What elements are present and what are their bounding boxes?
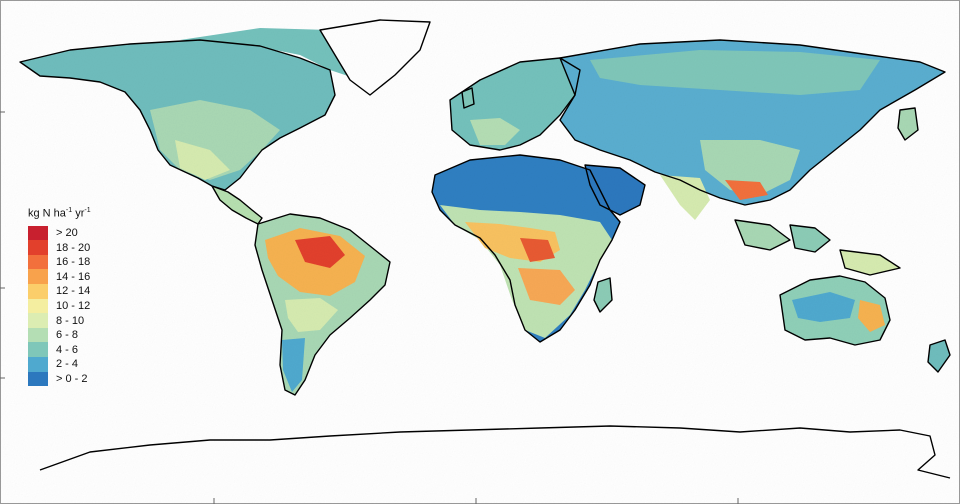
legend-swatch xyxy=(28,313,48,328)
legend-swatch xyxy=(28,342,48,357)
legend-label: 4 - 6 xyxy=(56,343,79,356)
legend-label: > 0 - 2 xyxy=(56,372,88,385)
legend-label: 18 - 20 xyxy=(56,241,91,254)
legend-title: kg N ha-1 yr-1 xyxy=(28,207,91,220)
legend-swatch xyxy=(28,298,48,314)
legend-class-2: 18 - 20 xyxy=(28,240,91,255)
legend-swatch xyxy=(28,284,48,299)
legend-class-7: 8 - 10 xyxy=(28,313,91,328)
legend-swatch xyxy=(28,254,48,270)
legend-class-5: 12 - 14 xyxy=(28,284,91,299)
legend-label: 8 - 10 xyxy=(56,314,85,327)
legend-label: 10 - 12 xyxy=(56,299,91,312)
legend-label: > 20 xyxy=(56,226,78,239)
legend-swatch xyxy=(28,240,48,255)
legend-label: 6 - 8 xyxy=(56,329,79,342)
legend-swatch xyxy=(28,269,48,285)
legend-label: 2 - 4 xyxy=(56,358,79,371)
legend-class-10: 2 - 4 xyxy=(28,357,91,372)
legend: kg N ha-1 yr-1 > 20 18 - 20 16 - 18 14 -… xyxy=(28,207,91,387)
legend-swatch xyxy=(28,357,48,372)
coastlines xyxy=(19,19,951,479)
legend-label: 16 - 18 xyxy=(56,256,91,269)
legend-label: 12 - 14 xyxy=(56,285,91,298)
legend-swatch xyxy=(28,327,48,343)
legend-swatch xyxy=(28,225,48,241)
legend-class-6: 10 - 12 xyxy=(28,298,91,314)
legend-class-4: 14 - 16 xyxy=(28,269,91,285)
legend-class-1: > 20 xyxy=(28,225,91,241)
legend-class-8: 6 - 8 xyxy=(28,327,91,343)
legend-label: 14 - 16 xyxy=(56,270,91,283)
legend-class-11: > 0 - 2 xyxy=(28,371,91,387)
legend-class-3: 16 - 18 xyxy=(28,254,91,270)
legend-swatch xyxy=(28,371,48,387)
legend-class-9: 4 - 6 xyxy=(28,342,91,357)
